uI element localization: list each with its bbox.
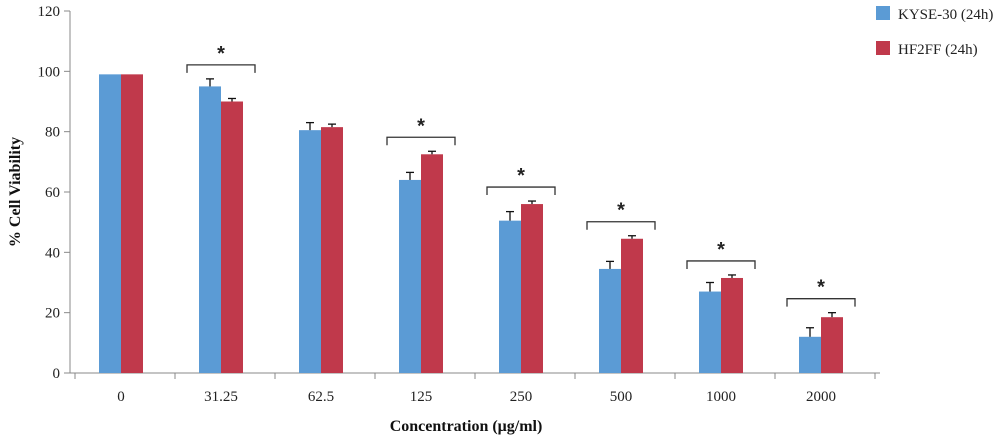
x-tick-label: 0 xyxy=(117,389,125,405)
bar-kyse30 xyxy=(799,336,821,373)
significance-star: * xyxy=(217,43,225,65)
bar-hf2ff xyxy=(621,238,643,373)
x-tick-label: 31.25 xyxy=(204,389,238,405)
y-axis-title: % Cell Viability xyxy=(7,137,24,247)
y-tick-label: 20 xyxy=(45,306,60,322)
bar-kyse30 xyxy=(199,86,221,374)
bars xyxy=(99,74,843,374)
bar-kyse30 xyxy=(699,291,721,373)
bar-kyse30 xyxy=(299,130,321,373)
significance-star: * xyxy=(517,165,525,187)
y-tick-label: 120 xyxy=(38,4,61,20)
bar-kyse30 xyxy=(399,179,421,373)
significance-bracket xyxy=(186,64,256,73)
bar-hf2ff xyxy=(121,74,143,373)
bar-hf2ff xyxy=(221,101,243,373)
bar-hf2ff xyxy=(421,154,443,373)
bar-hf2ff xyxy=(321,127,343,374)
x-axis-title: Concentration (μg/ml) xyxy=(390,418,543,435)
legend-label-hf2ff: HF2FF (24h) xyxy=(898,42,978,58)
y-tick-label: 40 xyxy=(45,245,60,261)
significance-star: * xyxy=(417,115,425,137)
x-tick-label: 125 xyxy=(410,389,433,405)
y-tick-label: 0 xyxy=(53,366,61,382)
y-tick-label: 100 xyxy=(38,64,61,80)
significance-bracket xyxy=(586,221,656,230)
bar-kyse30 xyxy=(599,268,621,373)
significance-star: * xyxy=(817,277,825,299)
x-tick-label: 2000 xyxy=(806,389,836,405)
significance-star: * xyxy=(717,239,725,261)
significance-star: * xyxy=(617,200,625,222)
significance-bracket xyxy=(386,136,456,146)
bar-hf2ff xyxy=(721,277,743,373)
legend: KYSE-30 (24h) HF2FF (24h) xyxy=(876,6,993,58)
legend-swatch-kyse30 xyxy=(876,6,890,20)
x-tick-label: 62.5 xyxy=(308,389,334,405)
bar-hf2ff xyxy=(521,204,543,373)
significance-bracket xyxy=(486,186,556,196)
significance-bracket xyxy=(686,260,756,269)
x-tick-label: 250 xyxy=(510,389,533,405)
x-tick-label: 500 xyxy=(610,389,633,405)
y-tick-label: 80 xyxy=(45,125,60,141)
error-bars xyxy=(206,78,836,337)
bar-kyse30 xyxy=(499,220,521,373)
legend-swatch-hf2ff xyxy=(876,41,890,55)
significance-markers: * * * * * * xyxy=(186,43,856,307)
legend-label-kyse30: KYSE-30 (24h) xyxy=(898,7,993,23)
y-tick-label: 60 xyxy=(45,185,60,201)
tick-labels: 0 20 40 60 80 100 120 0 31.25 62.5 125 250 500 1000 20… xyxy=(38,4,837,405)
x-tick-label: 1000 xyxy=(706,389,736,405)
significance-bracket xyxy=(786,298,856,307)
bar-hf2ff xyxy=(821,317,843,373)
bar-kyse30 xyxy=(99,74,121,373)
